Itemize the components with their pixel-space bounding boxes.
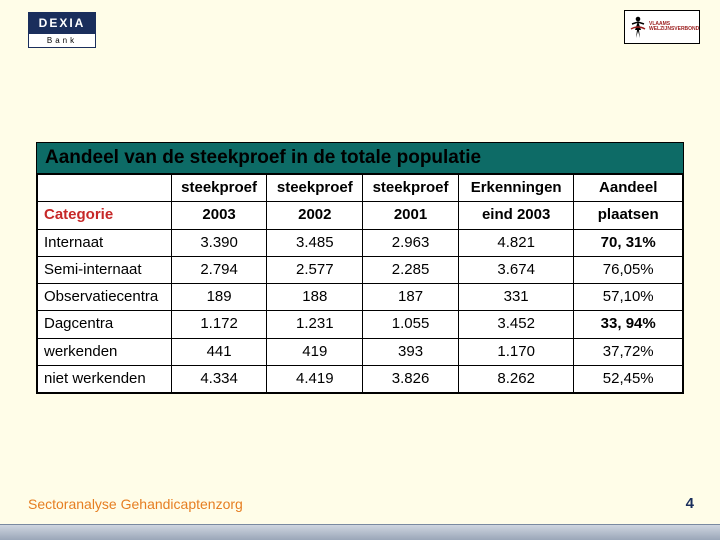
- cell-value: 441: [171, 338, 267, 365]
- cell-value: 4.821: [458, 229, 574, 256]
- cell-value: 2.285: [363, 256, 459, 283]
- cell-value: 393: [363, 338, 459, 365]
- page-number: 4: [686, 495, 694, 512]
- cell-category: Observatiecentra: [38, 284, 172, 311]
- cell-value: 2.963: [363, 229, 459, 256]
- h1-c0: [38, 175, 172, 202]
- cell-value: 4.419: [267, 365, 363, 392]
- table-row: Dagcentra1.1721.2311.0553.45233, 94%: [38, 311, 683, 338]
- cell-value: 57,10%: [574, 284, 683, 311]
- h1-c2: steekproef: [267, 175, 363, 202]
- cell-value: 3.674: [458, 256, 574, 283]
- h2-c4: eind 2003: [458, 202, 574, 229]
- bottom-bar: [0, 524, 720, 540]
- cell-value: 3.452: [458, 311, 574, 338]
- cell-value: 2.577: [267, 256, 363, 283]
- header-row-2: Categorie 2003 2002 2001 eind 2003 plaat…: [38, 202, 683, 229]
- cell-value: 3.485: [267, 229, 363, 256]
- cell-value: 187: [363, 284, 459, 311]
- cell-value: 33, 94%: [574, 311, 683, 338]
- table-row: niet werkenden4.3344.4193.8268.26252,45%: [38, 365, 683, 392]
- cell-value: 189: [171, 284, 267, 311]
- cell-category: Dagcentra: [38, 311, 172, 338]
- cell-value: 1.172: [171, 311, 267, 338]
- cell-value: 4.334: [171, 365, 267, 392]
- table-row: werkenden4414193931.17037,72%: [38, 338, 683, 365]
- h2-c1: 2003: [171, 202, 267, 229]
- cell-category: Internaat: [38, 229, 172, 256]
- vlaams-logo-text: VLAAMS WELZIJNSVERBOND: [647, 22, 699, 33]
- h2-c5: plaatsen: [574, 202, 683, 229]
- table-row: Semi-internaat2.7942.5772.2853.67476,05%: [38, 256, 683, 283]
- cell-value: 188: [267, 284, 363, 311]
- cell-value: 70, 31%: [574, 229, 683, 256]
- cell-value: 37,72%: [574, 338, 683, 365]
- cell-category: niet werkenden: [38, 365, 172, 392]
- cell-value: 3.390: [171, 229, 267, 256]
- main-table: Aandeel van de steekproef in de totale p…: [36, 142, 684, 394]
- cell-value: 331: [458, 284, 574, 311]
- cell-value: 3.826: [363, 365, 459, 392]
- h2-c2: 2002: [267, 202, 363, 229]
- h2-c3: 2001: [363, 202, 459, 229]
- h1-c1: steekproef: [171, 175, 267, 202]
- cell-value: 1.231: [267, 311, 363, 338]
- person-icon: [629, 15, 647, 39]
- footer-text: Sectoranalyse Gehandicaptenzorg: [28, 496, 243, 512]
- cell-category: Semi-internaat: [38, 256, 172, 283]
- table-row: Observatiecentra18918818733157,10%: [38, 284, 683, 311]
- table-row: Internaat3.3903.4852.9634.82170, 31%: [38, 229, 683, 256]
- table-title: Aandeel van de steekproef in de totale p…: [37, 143, 683, 174]
- vlaams-line2: WELZIJNSVERBOND: [649, 27, 699, 33]
- h1-c5: Aandeel: [574, 175, 683, 202]
- cell-value: 52,45%: [574, 365, 683, 392]
- vlaams-logo: VLAAMS WELZIJNSVERBOND: [624, 10, 700, 44]
- cell-value: 1.055: [363, 311, 459, 338]
- data-table: steekproef steekproef steekproef Erkenni…: [37, 174, 683, 393]
- h1-c4: Erkenningen: [458, 175, 574, 202]
- cell-value: 8.262: [458, 365, 574, 392]
- header-row-1: steekproef steekproef steekproef Erkenni…: [38, 175, 683, 202]
- dexia-logo-top: DEXIA: [28, 12, 96, 34]
- h2-c0: Categorie: [38, 202, 172, 229]
- dexia-logo: DEXIA Bank: [28, 12, 96, 48]
- dexia-logo-bottom: Bank: [28, 34, 96, 48]
- h1-c3: steekproef: [363, 175, 459, 202]
- cell-value: 2.794: [171, 256, 267, 283]
- cell-value: 1.170: [458, 338, 574, 365]
- cell-category: werkenden: [38, 338, 172, 365]
- cell-value: 76,05%: [574, 256, 683, 283]
- cell-value: 419: [267, 338, 363, 365]
